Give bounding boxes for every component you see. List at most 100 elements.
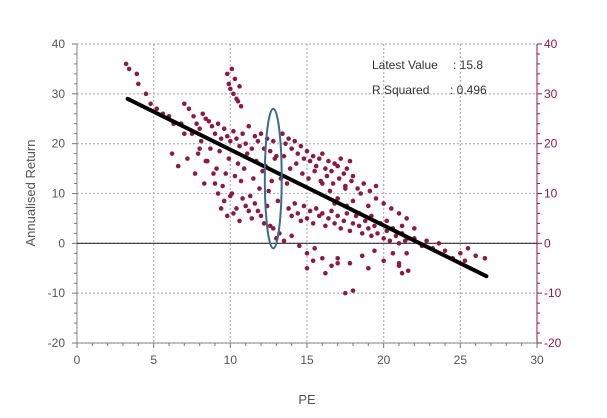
data-point: [396, 211, 402, 216]
y-axis-title: Annualised Return: [23, 140, 38, 247]
data-point: [335, 163, 340, 169]
data-point: [389, 206, 394, 211]
data-point: [224, 133, 230, 139]
data-point: [257, 186, 262, 191]
data-point: [298, 218, 304, 224]
data-point: [304, 251, 310, 256]
data-point: [350, 288, 356, 293]
data-point: [323, 270, 328, 276]
data-point: [310, 153, 316, 159]
y-tick-label-left: 10: [52, 187, 66, 201]
data-point: [283, 141, 288, 146]
data-point: [381, 201, 386, 206]
data-point: [336, 176, 342, 181]
data-point: [399, 270, 405, 276]
data-point: [240, 196, 245, 201]
data-point: [310, 221, 316, 226]
data-point: [246, 123, 252, 129]
data-point: [332, 161, 337, 166]
data-point: [211, 171, 216, 176]
data-point: [343, 186, 348, 191]
data-point: [402, 238, 408, 244]
data-point: [367, 188, 373, 194]
data-point: [323, 166, 328, 171]
data-point: [195, 151, 201, 156]
data-point: [295, 211, 301, 216]
x-tick-label: 5: [150, 353, 157, 367]
data-point: [473, 253, 478, 259]
data-point: [126, 66, 132, 72]
data-point: [269, 178, 275, 184]
data-point: [229, 66, 235, 72]
data-point: [399, 223, 405, 229]
data-point: [221, 198, 227, 204]
data-point: [310, 258, 316, 264]
data-point: [343, 290, 348, 296]
data-point: [344, 166, 350, 171]
data-point: [203, 116, 209, 122]
data-point: [373, 196, 379, 201]
data-point: [350, 173, 356, 179]
tick-marks: [72, 43, 542, 348]
data-point: [362, 218, 368, 224]
data-point: [320, 255, 325, 261]
data-point: [192, 171, 198, 176]
data-point: [197, 126, 202, 132]
y-tick-label-right: 20: [544, 137, 558, 151]
y-tick-label-left: 20: [52, 137, 66, 151]
data-point: [304, 148, 310, 154]
data-point: [320, 181, 325, 186]
data-point: [258, 131, 264, 136]
data-point: [240, 131, 245, 136]
r-squared-label: R Squared: [372, 83, 429, 97]
data-point: [136, 81, 141, 87]
data-point: [200, 111, 206, 117]
data-point: [292, 138, 298, 144]
data-point: [298, 143, 304, 149]
highlight-ellipse: [263, 107, 283, 250]
data-point: [349, 178, 354, 184]
data-point: [329, 263, 334, 269]
data-point: [396, 260, 402, 266]
data-point: [206, 118, 212, 124]
data-point: [203, 158, 209, 164]
data-point: [292, 201, 298, 206]
data-point: [255, 208, 261, 214]
data-point: [326, 216, 331, 221]
data-point: [231, 128, 236, 134]
data-point: [226, 156, 232, 161]
data-point: [359, 253, 365, 259]
data-point: [301, 156, 307, 161]
data-point: [148, 101, 153, 107]
data-point: [198, 138, 204, 144]
data-point: [366, 226, 371, 231]
data-point: [329, 208, 334, 214]
data-point: [304, 216, 310, 221]
x-tick-label: 25: [454, 353, 468, 367]
data-point: [356, 223, 362, 229]
data-point: [295, 151, 301, 156]
data-point: [347, 260, 353, 266]
data-point: [335, 260, 340, 266]
data-point: [306, 176, 311, 181]
data-point: [266, 188, 271, 194]
y-tick-label-right: 30: [544, 87, 558, 101]
data-point: [359, 231, 365, 236]
data-point: [404, 251, 409, 256]
data-point: [335, 213, 340, 219]
data-point: [143, 91, 149, 97]
data-point: [384, 218, 390, 224]
y-tick-label-right: -10: [544, 286, 562, 300]
data-point: [358, 191, 363, 196]
data-point: [234, 136, 239, 141]
data-point: [218, 206, 224, 211]
data-point: [272, 156, 278, 161]
x-tick-label: 10: [224, 353, 238, 367]
data-point: [335, 196, 340, 201]
data-points: [123, 61, 488, 296]
data-point: [458, 251, 463, 256]
data-point: [209, 123, 215, 129]
data-point: [307, 158, 313, 164]
data-point: [182, 131, 187, 136]
